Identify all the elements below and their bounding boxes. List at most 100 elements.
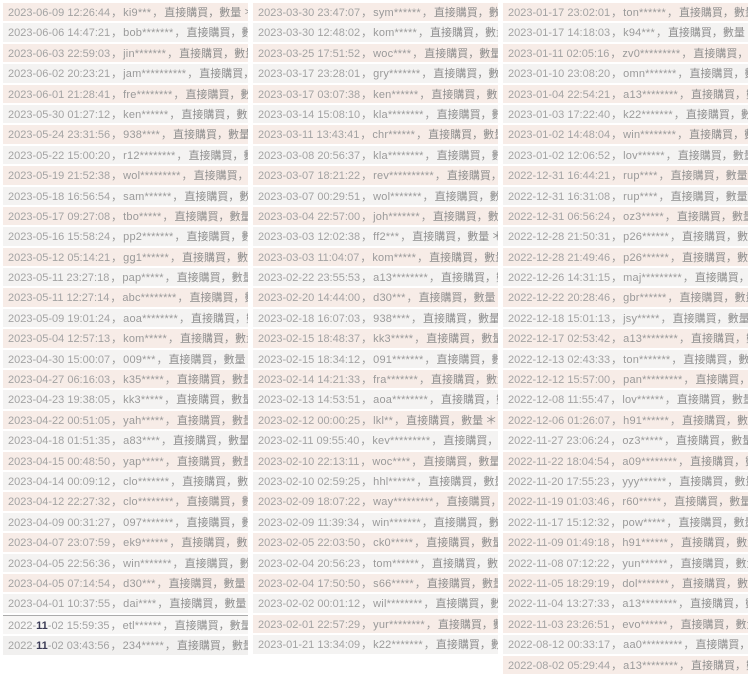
purchase-datetime: 2023-04-18 01:51:35	[8, 435, 110, 447]
separator: ，	[165, 640, 176, 652]
separator: ，	[111, 109, 122, 121]
purchase-row: 2023-04-15 00:48:50，yap*****，直接購買，數量＊	[3, 452, 248, 470]
separator: ，	[361, 170, 372, 182]
separator: ，	[414, 333, 425, 345]
purchase-datetime: 2022-08-02 05:29:44	[508, 660, 610, 672]
purchase-user: 938****	[123, 129, 160, 141]
purchase-datetime: 2023-05-18 16:56:54	[8, 191, 110, 203]
purchase-row: 2023-06-02 20:23:21，jam**********，直接購買，數…	[3, 64, 248, 82]
separator: ，	[678, 456, 689, 468]
purchase-user: k94***	[623, 27, 655, 39]
separator: ，	[361, 109, 372, 121]
purchase-user: jin*******	[123, 48, 166, 60]
purchase-user: fre********	[123, 89, 172, 101]
purchase-user: win*******	[372, 517, 420, 529]
separator: ，	[670, 415, 681, 427]
purchase-row: 2023-02-01 22:57:29，yur********，直接購買，數量＊	[253, 615, 498, 633]
separator: ，	[173, 558, 184, 570]
purchase-user: tom******	[373, 558, 419, 570]
separator: ，	[419, 89, 430, 101]
separator: ，	[417, 252, 428, 264]
purchase-row: 2022-11-04 13:27:33，a13********，直接購買，數量＊	[503, 594, 748, 612]
separator: ，	[111, 537, 122, 549]
purchase-text: 直接購買，數量	[426, 537, 498, 549]
separator: ，	[170, 476, 181, 488]
purchase-row: 2022-08-02 05:29:44，a13********，直接購買，數量＊	[503, 656, 748, 674]
purchase-text: 直接購買，數量	[695, 374, 748, 386]
separator: ，	[423, 191, 434, 203]
separator: ，	[111, 640, 122, 652]
purchase-row: 2022-12-22 20:28:46，gbr******，直接購買，數量＊	[503, 288, 748, 306]
separator: ，	[421, 211, 432, 223]
separator: ，	[674, 109, 685, 121]
purchase-user: rup****	[623, 191, 657, 203]
separator: ，	[611, 89, 622, 101]
purchase-datetime: 2022-12-18 15:01:13	[508, 313, 610, 325]
purchase-row: 2023-02-02 00:01:12，wil********，直接購買，數量＊	[253, 594, 498, 612]
separator: ，	[681, 48, 692, 60]
separator: ，	[429, 394, 440, 406]
separator: ，	[611, 415, 622, 427]
separator: ，	[611, 660, 622, 672]
separator: ，	[611, 272, 622, 284]
purchase-user: yah*****	[123, 415, 164, 427]
purchase-user: ff2***	[373, 231, 399, 243]
separator: ，	[611, 109, 622, 121]
separator: ，	[162, 211, 173, 223]
purchase-user: lov******	[622, 394, 664, 406]
separator: ，	[187, 68, 198, 80]
purchase-datetime: 2022-11-19 01:03:46	[508, 496, 609, 508]
separator: ，	[165, 415, 176, 427]
purchase-user: kom*****	[372, 252, 416, 264]
purchase-datetime: 2023-01-10 23:08:20	[508, 68, 610, 80]
separator: ，	[683, 272, 694, 284]
separator: ，	[182, 170, 193, 182]
purchase-user: yur********	[373, 619, 425, 631]
purchase-datetime: 2023-01-04 22:54:21	[508, 89, 610, 101]
purchase-user: k22*******	[623, 109, 673, 121]
purchase-user: h91******	[623, 415, 669, 427]
purchase-user: oz3*****	[622, 435, 663, 447]
separator: ，	[361, 292, 372, 304]
purchase-row: 2022-12-28 21:50:31，p26******，直接購買，數量＊	[503, 227, 748, 245]
separator: ，	[157, 578, 168, 590]
separator: ，	[361, 374, 372, 386]
separator: ，	[414, 537, 425, 549]
purchase-user: ton******	[623, 7, 666, 19]
purchase-row: 2023-04-22 00:51:05，yah*****，直接購買，數量＊	[3, 411, 248, 429]
purchase-row: 2023-02-09 11:39:34，win*******，直接購買，數量＊	[253, 513, 498, 531]
purchase-row: 2023-02-15 18:34:12，091*******，直接購買，數量＊	[253, 350, 498, 368]
purchase-row: 2022-12-18 15:01:13，jsy*****，直接購買，數量＊	[503, 309, 748, 327]
purchase-datetime: 2023-06-09 12:26:44	[8, 7, 110, 19]
purchase-text: 直接購買，數量	[435, 598, 498, 610]
purchase-row: 2022-12-17 02:53:42，a13********，直接購買，數量＊	[503, 329, 748, 347]
purchase-datetime: 2023-05-16 15:58:24	[8, 231, 110, 243]
purchase-row: 2023-02-05 22:03:50，ck0*****，直接購買，數量＊	[253, 533, 498, 551]
separator: ，	[611, 231, 622, 243]
purchase-datetime: 2023-05-09 19:01:24	[8, 313, 110, 325]
purchase-row: 2023-03-14 15:08:10，kla********，直接購買，數量＊	[253, 105, 498, 123]
purchase-datetime: 2023-03-30 12:48:02	[258, 27, 360, 39]
purchase-user: abc********	[122, 292, 176, 304]
purchase-user: ken******	[123, 109, 168, 121]
separator: ，	[435, 170, 446, 182]
purchase-text: 直接購買，數量	[185, 89, 248, 101]
separator: ，	[177, 150, 188, 162]
purchase-text: 直接購買，數量	[428, 129, 498, 141]
purchase-datetime: 2022-12-12 15:57:00	[508, 374, 610, 386]
purchase-user: wil********	[373, 598, 422, 610]
separator: ，	[611, 374, 622, 386]
purchase-user: aa0*********	[623, 639, 682, 651]
separator: ，	[111, 211, 122, 223]
purchase-text: 直接購買，數量	[691, 660, 748, 672]
separator: ，	[161, 129, 172, 141]
separator: ，	[407, 292, 418, 304]
separator: ，	[683, 639, 694, 651]
purchase-text: 直接購買，數量	[186, 231, 248, 243]
separator: ，	[611, 150, 622, 162]
separator: ，	[424, 639, 435, 651]
purchase-user: clo*******	[123, 476, 169, 488]
purchase-datetime: 2022-11-04 13:27:33	[508, 598, 609, 610]
separator: ，	[361, 191, 372, 203]
